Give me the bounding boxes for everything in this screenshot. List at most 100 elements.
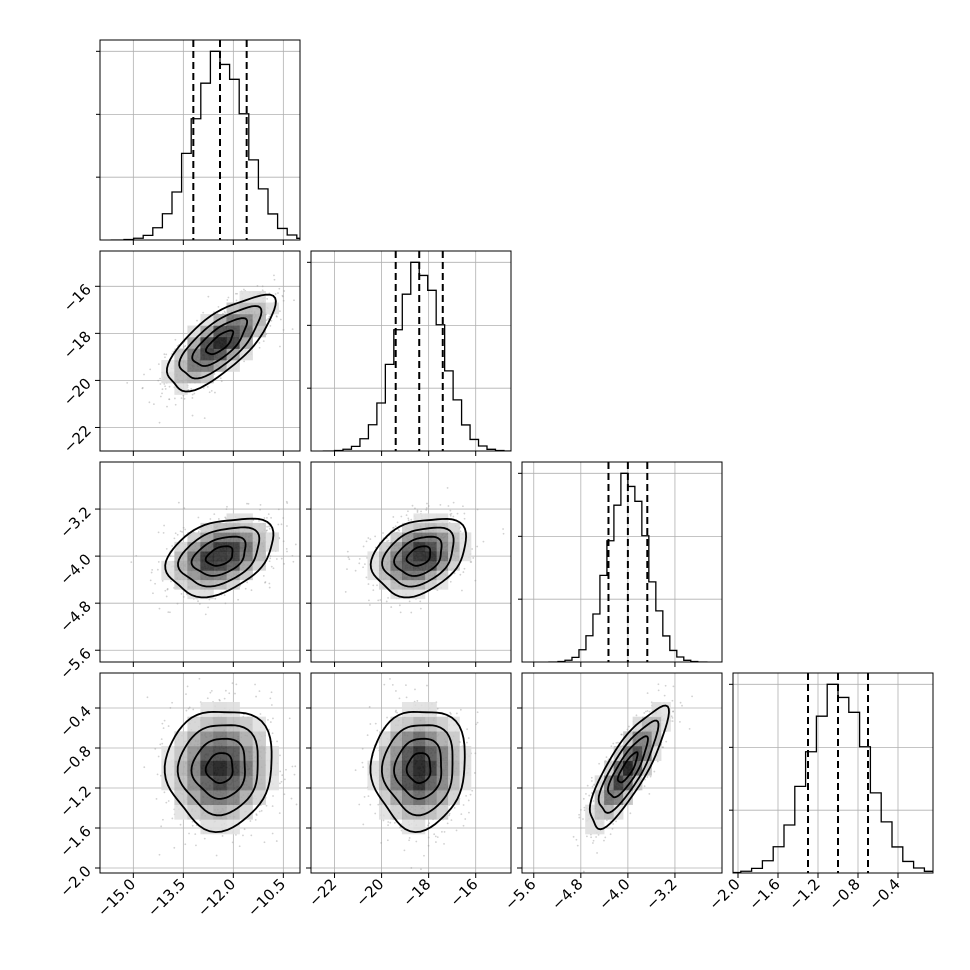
density-cell: [252, 760, 266, 776]
density-cell: [187, 790, 201, 805]
density-cell: [187, 325, 201, 338]
density-cell: [213, 314, 227, 326]
scatter-point: [374, 812, 377, 815]
density-cell: [424, 746, 437, 761]
scatter-point: [462, 824, 465, 827]
scatter-point: [272, 717, 274, 720]
scatter-point: [234, 692, 236, 695]
scatter-point: [250, 834, 253, 837]
scatter-point: [150, 571, 153, 574]
scatter-point: [258, 341, 261, 344]
density-cell: [252, 746, 266, 761]
scatter-point: [197, 600, 199, 603]
scatter-point: [223, 310, 226, 313]
density-cell: [200, 541, 214, 552]
density-cell: [401, 775, 414, 791]
scatter-point: [363, 795, 366, 798]
scatter-point: [206, 385, 209, 388]
scatter-point: [390, 606, 393, 608]
density-cell: [239, 532, 253, 543]
x-tick-label: −16: [446, 875, 481, 910]
scatter-point: [143, 373, 145, 376]
scatter-point: [157, 531, 160, 534]
scatter-point: [368, 604, 371, 606]
density-cell: [239, 291, 253, 303]
scatter-point: [243, 828, 246, 831]
scatter-point: [462, 505, 464, 508]
scatter-point: [385, 600, 388, 603]
density-cell: [436, 532, 449, 543]
scatter-point: [427, 844, 430, 847]
scatter-point: [235, 299, 238, 302]
scatter-point: [470, 561, 473, 563]
scatter-point: [410, 611, 413, 614]
scatter-point: [242, 288, 245, 291]
scatter-point: [382, 819, 385, 822]
density-cell: [436, 579, 449, 590]
scatter-point: [225, 517, 227, 520]
contour-line: [177, 526, 261, 588]
scatter-point: [202, 387, 205, 389]
scatter-point: [218, 699, 221, 702]
scatter-point: [279, 782, 281, 785]
scatter-point: [428, 822, 431, 825]
scatter-point: [130, 561, 133, 564]
scatter-point: [436, 836, 439, 839]
scatter-point: [456, 512, 459, 515]
scatter-point: [266, 517, 268, 519]
scatter-point: [277, 523, 280, 526]
scatter-point: [217, 518, 220, 520]
y-tick-label: −20: [60, 375, 95, 410]
scatter-point: [285, 547, 288, 550]
scatter-point: [207, 295, 210, 298]
density-cell: [200, 325, 214, 338]
density-cell: [367, 760, 380, 776]
scatter-point: [192, 708, 195, 711]
scatter-point: [187, 707, 190, 710]
density-cell: [436, 775, 449, 791]
scatter-point: [226, 505, 228, 508]
y-tick-label: −18: [60, 327, 95, 362]
scatter-point: [182, 596, 185, 598]
scatter-point: [367, 537, 370, 539]
scatter-point: [225, 508, 228, 511]
scatter-point: [446, 822, 449, 825]
scatter-point: [460, 813, 463, 816]
scatter-point: [259, 713, 262, 715]
contour-line: [190, 737, 246, 800]
scatter-point: [265, 804, 268, 807]
scatter-point: [280, 523, 283, 526]
scatter-point: [270, 516, 272, 519]
scatter-point: [249, 820, 252, 822]
density-cell: [226, 570, 240, 581]
scatter-point: [282, 540, 285, 543]
scatter-point: [171, 817, 174, 820]
density-cell: [187, 589, 201, 600]
scatter-point: [237, 598, 240, 601]
scatter-point: [374, 546, 377, 549]
scatter-point: [161, 742, 164, 745]
scatter-point: [502, 532, 505, 535]
density-cell: [436, 560, 449, 571]
scatter-point: [372, 589, 375, 592]
density-cell: [174, 348, 188, 361]
scatter-point: [168, 398, 171, 401]
density-cell: [187, 775, 201, 791]
density-shading: [161, 291, 279, 395]
density-cell: [390, 775, 403, 791]
scatter-point: [263, 841, 266, 844]
scatter-point: [472, 557, 475, 559]
scatter-point: [167, 725, 170, 727]
scatter-point: [285, 768, 287, 771]
scatter-point: [234, 292, 237, 295]
density-cell: [447, 716, 460, 732]
density-cell: [424, 702, 437, 717]
density-cell: [187, 804, 201, 820]
scatter-point: [464, 818, 467, 820]
scatter-point: [268, 582, 271, 585]
contour-line: [369, 710, 466, 834]
scatter-point: [182, 526, 185, 529]
density-cell: [447, 746, 460, 761]
scatter-point: [427, 836, 430, 839]
scatter-point: [188, 832, 190, 835]
